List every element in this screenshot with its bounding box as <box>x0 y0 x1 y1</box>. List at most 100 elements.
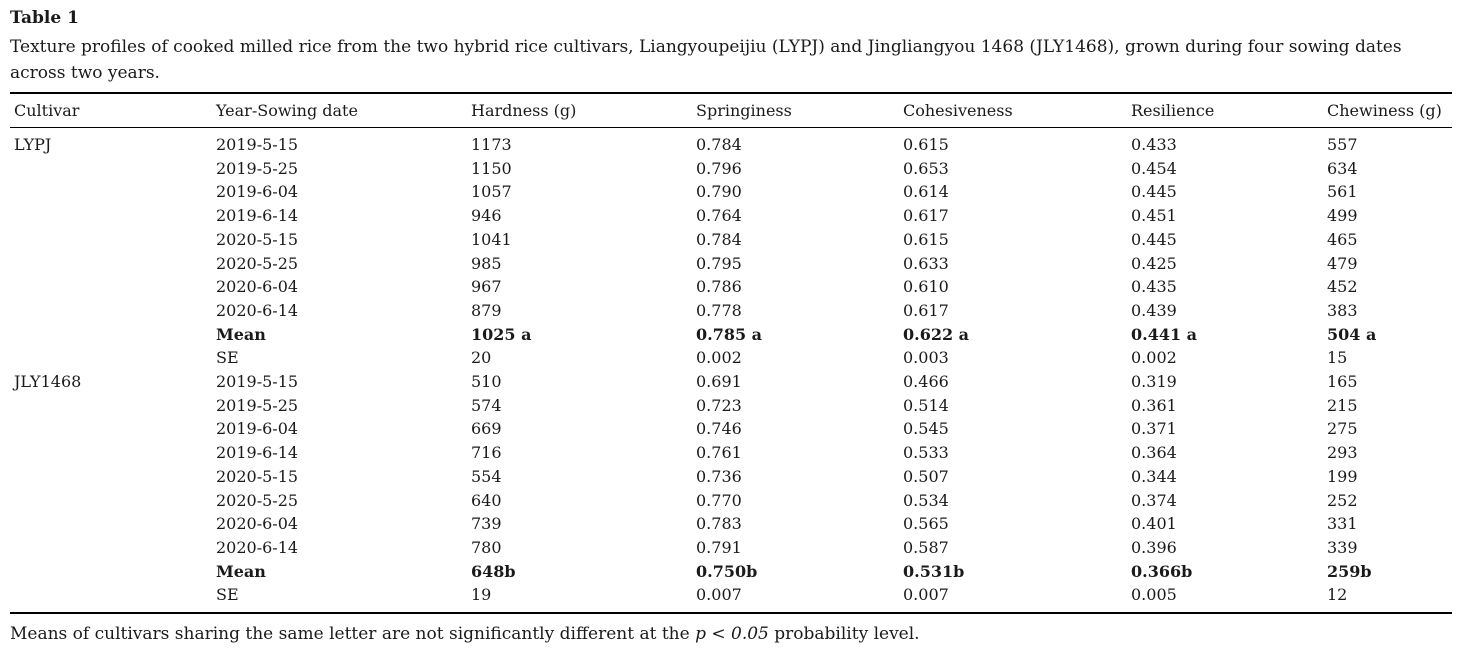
table-row: 2020-5-15 554 0.736 0.507 0.344 199 <box>10 465 1452 489</box>
table-cell: 12 <box>1327 585 1348 605</box>
table-cell: Mean <box>216 561 266 581</box>
table-cell: 0.344 <box>1131 466 1177 486</box>
column-header: Chewiness (g) <box>1323 93 1452 128</box>
column-header: Resilience <box>1127 93 1323 128</box>
table-cell: 946 <box>471 206 502 226</box>
table-cell: 0.454 <box>1131 158 1177 178</box>
table-cell: 2020-5-15 <box>216 229 299 249</box>
column-header: Springiness <box>692 93 899 128</box>
table-cell: 0.791 <box>696 537 742 557</box>
table-cell: 574 <box>471 395 502 415</box>
table-body: LYPJ 2019-5-15 1173 0.784 0.615 0.433 557 2019-… <box>10 128 1452 614</box>
table-cell: 0.565 <box>903 514 949 534</box>
table-cell: 510 <box>471 372 502 392</box>
table-row: 2019-6-14 946 0.764 0.617 0.451 499 <box>10 204 1452 228</box>
table-cell: 1041 <box>471 229 512 249</box>
table-cell: 0.750b <box>696 561 758 581</box>
table-cell <box>10 275 212 299</box>
table-cell: 199 <box>1327 466 1358 486</box>
table-cell: SE <box>216 348 239 368</box>
table-cell: 0.615 <box>903 229 949 249</box>
table-cell <box>10 180 212 204</box>
table-cell: 640 <box>471 490 502 510</box>
table-cell <box>10 417 212 441</box>
table-cell: 0.371 <box>1131 419 1177 439</box>
table-cell: 0.002 <box>1131 348 1177 368</box>
table-cell <box>10 394 212 418</box>
table-cell: 0.401 <box>1131 514 1177 534</box>
table-cell: 0.778 <box>696 300 742 320</box>
table-row: 2019-5-25 574 0.723 0.514 0.361 215 <box>10 394 1452 418</box>
table-row: Mean 1025 a 0.785 a 0.622 a 0.441 a 504 a <box>10 323 1452 347</box>
table-cell: 0.614 <box>903 182 949 202</box>
table-cell: 0.002 <box>696 348 742 368</box>
table-cell: 0.587 <box>903 537 949 557</box>
table-row: 2020-6-04 739 0.783 0.565 0.401 331 <box>10 512 1452 536</box>
table-cell <box>10 323 212 347</box>
table-cell: 0.617 <box>903 300 949 320</box>
table-cell: 554 <box>471 466 502 486</box>
table-cell: 0.007 <box>903 585 949 605</box>
table-cell <box>10 299 212 323</box>
table-cell <box>10 512 212 536</box>
table-cell: 0.531b <box>903 561 965 581</box>
table-cell: 20 <box>471 348 492 368</box>
table-cell: 0.653 <box>903 158 949 178</box>
table-cell: 0.534 <box>903 490 949 510</box>
table-cell <box>10 157 212 181</box>
table-cell: 0.796 <box>696 158 742 178</box>
table-cell: 2020-6-04 <box>216 514 299 534</box>
table-caption: Texture profiles of cooked milled rice f… <box>10 37 1402 83</box>
table-cell: 0.451 <box>1131 206 1177 226</box>
table-cell: 0.319 <box>1131 372 1177 392</box>
table-cell: 2019-5-25 <box>216 395 299 415</box>
column-header: Cultivar <box>10 93 212 128</box>
table-row: 2019-6-04 669 0.746 0.545 0.371 275 <box>10 417 1452 441</box>
table-cell: 0.633 <box>903 253 949 273</box>
table-cell: 0.764 <box>696 206 742 226</box>
table-cell: SE <box>216 585 239 605</box>
table-cell: 0.374 <box>1131 490 1177 510</box>
table-cell: 0.425 <box>1131 253 1177 273</box>
table-row: LYPJ 2019-5-15 1173 0.784 0.615 0.433 557 <box>10 128 1452 157</box>
table-cell: 2020-6-14 <box>216 300 299 320</box>
table-cell: 465 <box>1327 229 1358 249</box>
table-footnote: Means of cultivars sharing the same lett… <box>10 622 1452 646</box>
table-row: 2019-6-04 1057 0.790 0.614 0.445 561 <box>10 180 1452 204</box>
table-cell: 0.441 a <box>1131 324 1198 344</box>
table-cell: 0.723 <box>696 395 742 415</box>
table-cell: 0.617 <box>903 206 949 226</box>
table-cell: 2019-6-04 <box>216 419 299 439</box>
table-row: 2020-6-04 967 0.786 0.610 0.435 452 <box>10 275 1452 299</box>
table-row: 2019-5-25 1150 0.796 0.653 0.454 634 <box>10 157 1452 181</box>
table-cell: 561 <box>1327 182 1358 202</box>
table-cell: 0.770 <box>696 490 742 510</box>
table-cell: 275 <box>1327 419 1358 439</box>
column-header: Hardness (g) <box>467 93 692 128</box>
table-cell: 0.433 <box>1131 135 1177 154</box>
table-cell <box>10 441 212 465</box>
table-row: 2020-6-14 780 0.791 0.587 0.396 339 <box>10 536 1452 560</box>
footnote-text-prefix: Means of cultivars sharing the same lett… <box>10 624 696 645</box>
table-cell: 331 <box>1327 514 1358 534</box>
table-cell: 2019-5-15 <box>216 372 299 392</box>
table-cell: LYPJ <box>14 135 52 154</box>
table-cell: 2020-5-25 <box>216 490 299 510</box>
table-cell: 1025 a <box>471 324 532 344</box>
table-row: Mean 648b 0.750b 0.531b 0.366b 259b <box>10 560 1452 584</box>
table-cell: 557 <box>1327 135 1358 154</box>
header-row: Cultivar Year-Sowing date Hardness (g) Spri… <box>10 93 1452 128</box>
table-cell: 2019-6-14 <box>216 443 299 463</box>
table-cell: 259b <box>1327 561 1372 581</box>
table-cell: 0.396 <box>1131 537 1177 557</box>
table-cell: 0.533 <box>903 443 949 463</box>
table-cell <box>10 346 212 370</box>
table-cell: 15 <box>1327 348 1348 368</box>
table-row: JLY1468 2019-5-15 510 0.691 0.466 0.319 165 <box>10 370 1452 394</box>
table-cell: 215 <box>1327 395 1358 415</box>
table-row: 2020-6-14 879 0.778 0.617 0.439 383 <box>10 299 1452 323</box>
table-cell: 499 <box>1327 206 1358 226</box>
table-cell: 339 <box>1327 537 1358 557</box>
column-header: Cohesiveness <box>899 93 1127 128</box>
